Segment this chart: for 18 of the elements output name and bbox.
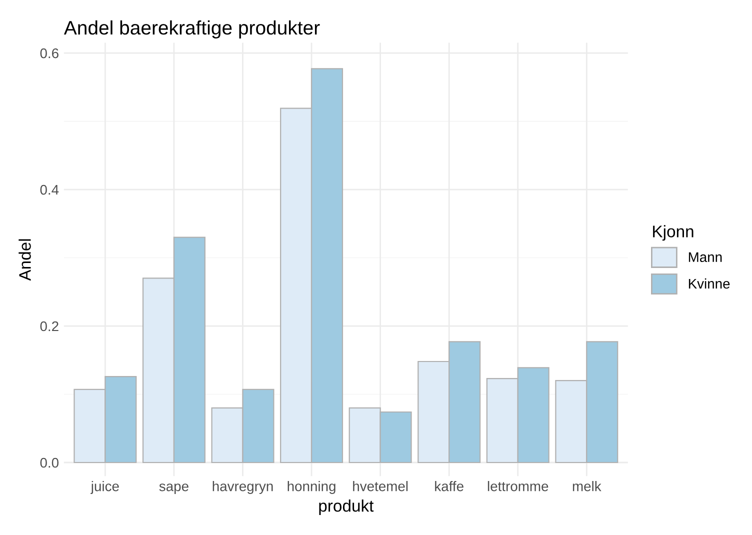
y-axis-title: Andel <box>18 239 31 281</box>
x-tick-label: juice <box>90 481 119 494</box>
x-tick-label: hvetemel <box>353 481 408 492</box>
x-axis-title: produkt <box>319 500 374 516</box>
y-tick-label: 0.6 <box>40 48 58 58</box>
y-tick-label: 0.2 <box>40 321 58 332</box>
y-tick-label: 0.4 <box>40 184 59 195</box>
x-tick-label: sape <box>159 484 188 494</box>
chart-title: Andel baerekraftige produkter <box>64 20 320 38</box>
legend-title: Kjonn <box>653 225 694 241</box>
x-tick-label: melk <box>572 481 602 492</box>
x-tick-label: honning <box>288 481 336 494</box>
x-tick-label: lettromme <box>488 481 548 492</box>
legend-label: Mann <box>688 252 722 262</box>
x-tick-label: kaffe <box>435 481 464 492</box>
y-tick-label: 0.0 <box>40 458 59 468</box>
x-tick-label: havregryn <box>212 481 273 494</box>
legend-label: Kvinne <box>688 278 730 289</box>
